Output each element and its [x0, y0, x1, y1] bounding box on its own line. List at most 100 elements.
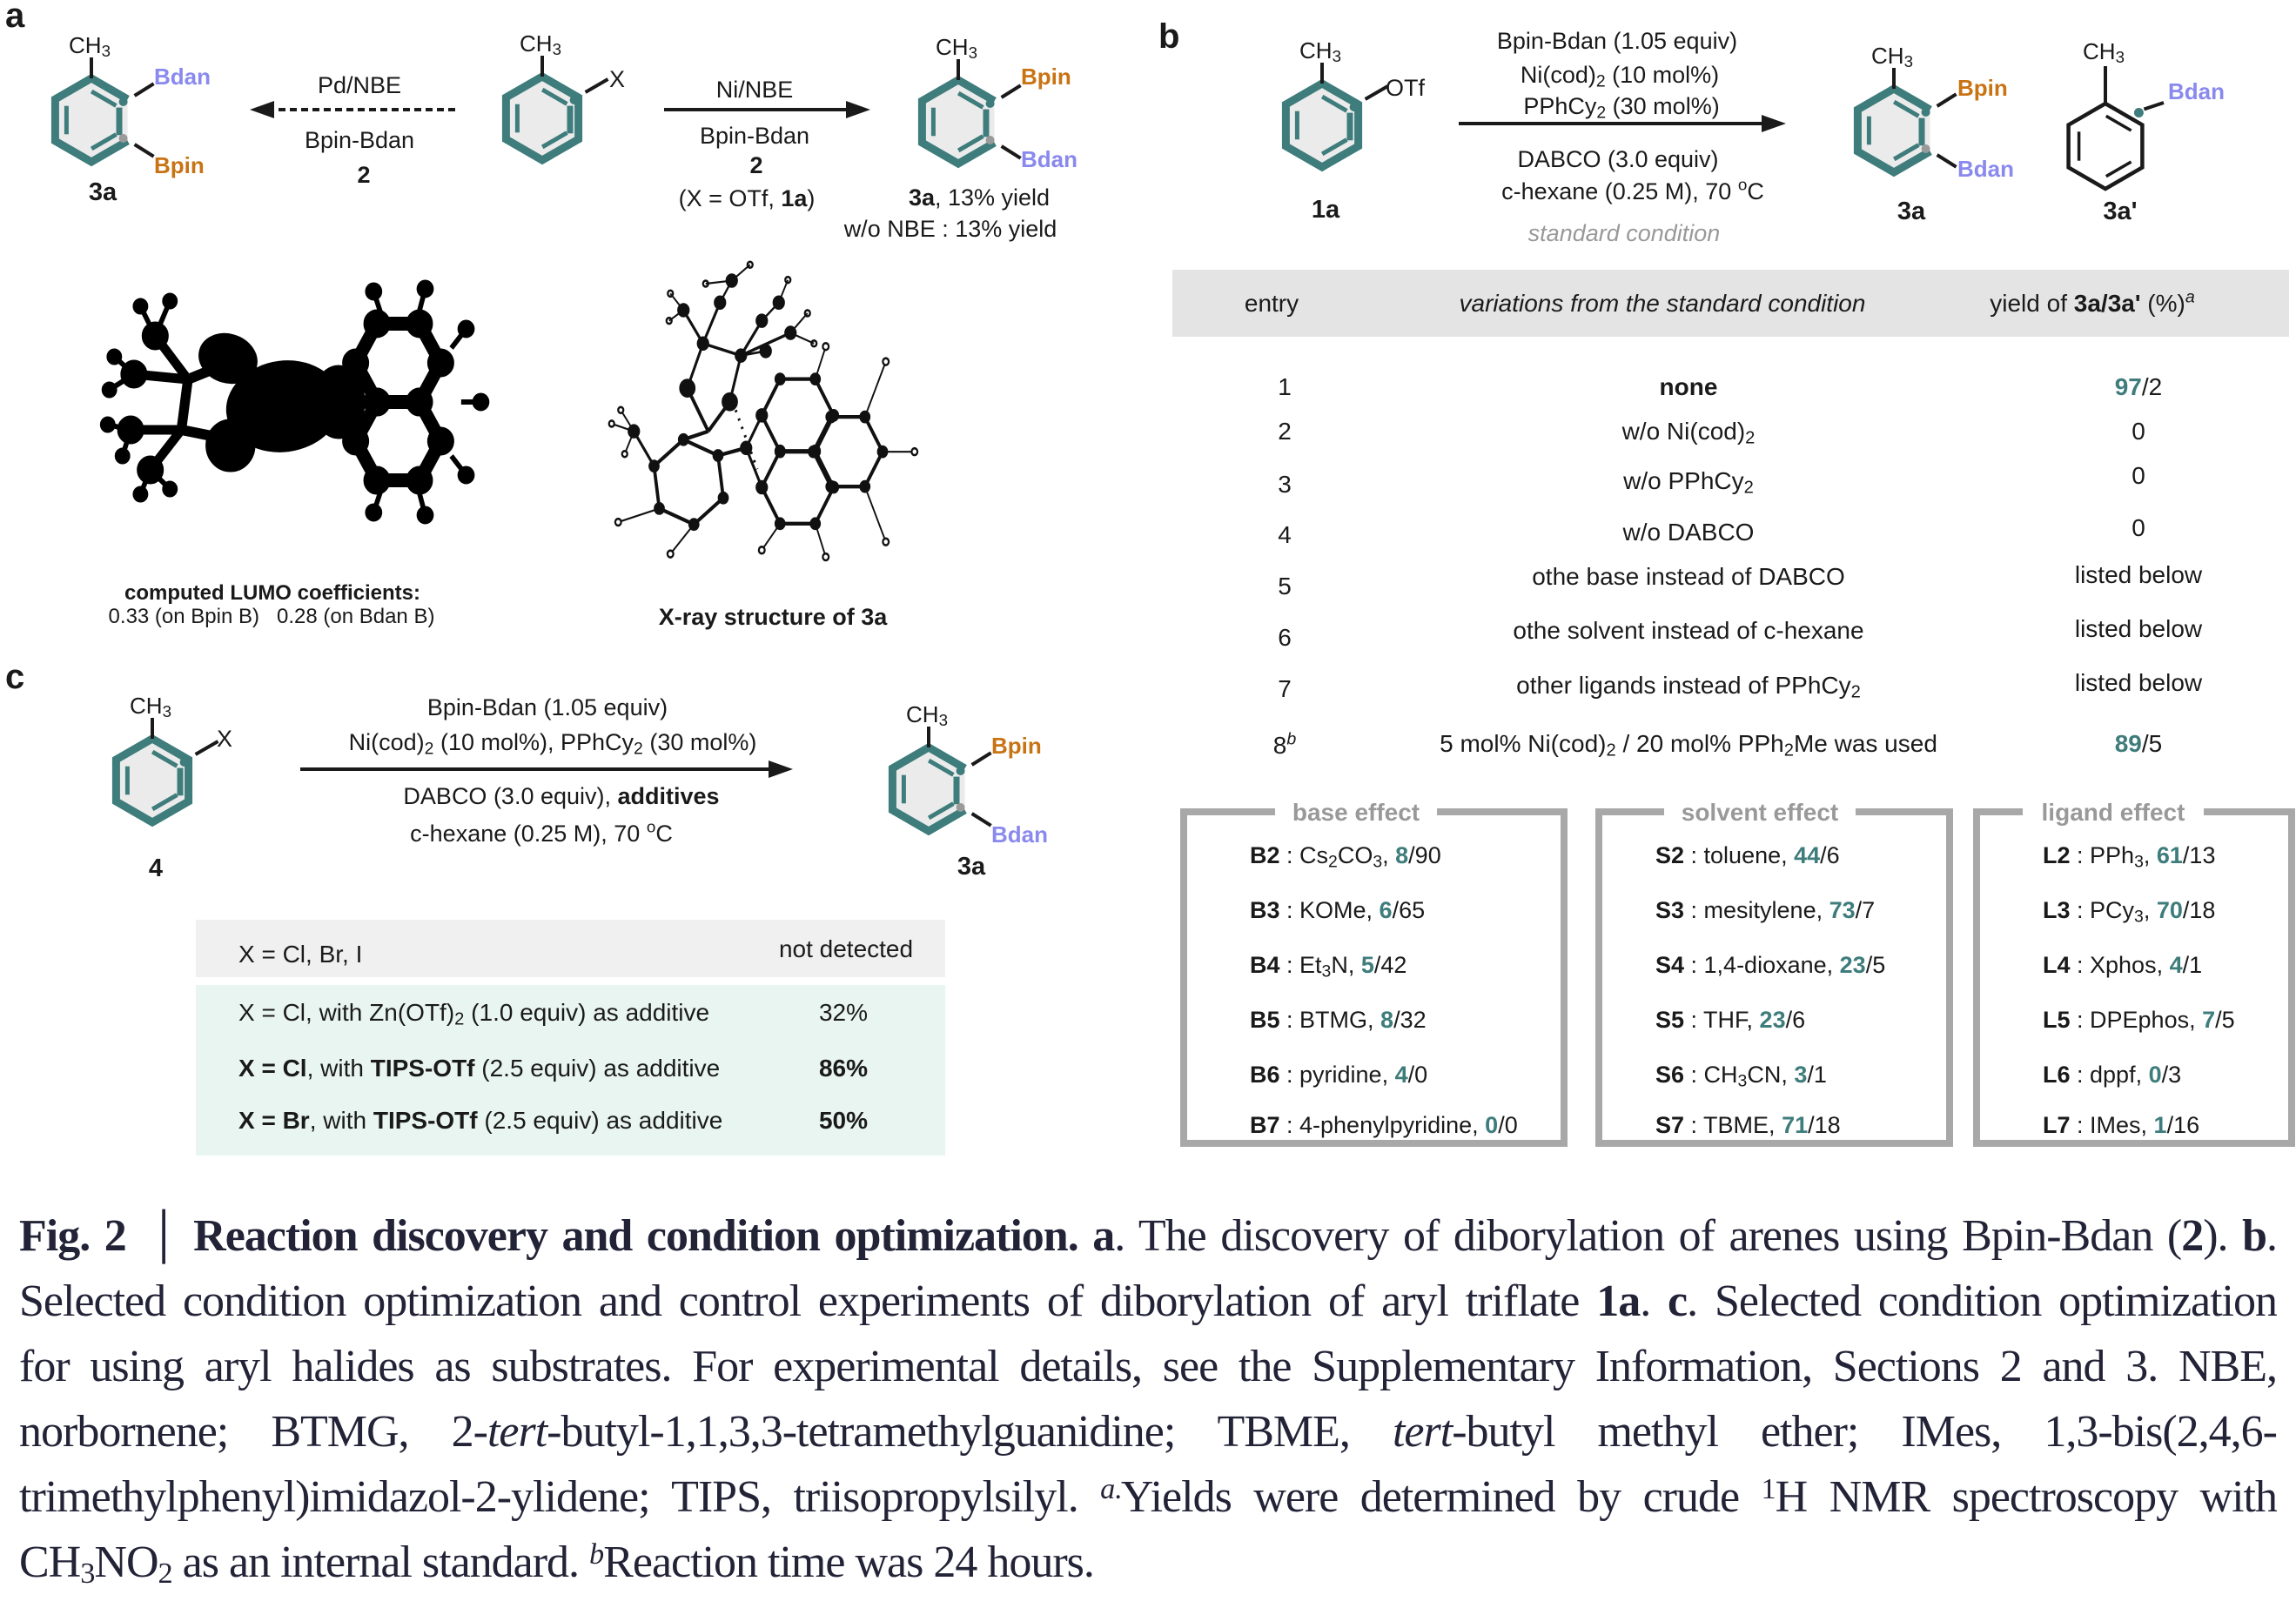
- svg-text:Bpin: Bpin: [1021, 64, 1071, 90]
- svg-text:0: 0: [2132, 418, 2145, 445]
- svg-text:Ni(cod)2 (10 mol%), PPhCy2 (30: Ni(cod)2 (10 mol%), PPhCy2 (30 mol%): [349, 729, 757, 758]
- svg-text:Bpin-Bdan (1.05 equiv): Bpin-Bdan (1.05 equiv): [1497, 28, 1737, 54]
- svg-text:w/o NBE : 13% yield: w/o NBE : 13% yield: [843, 216, 1057, 242]
- svg-text:97/2: 97/2: [2115, 373, 2163, 400]
- svg-text:c: c: [5, 658, 24, 696]
- svg-text:7: 7: [1278, 675, 1292, 702]
- svg-text:5 mol% Ni(cod)2 / 20 mol% PPh2: 5 mol% Ni(cod)2 / 20 mol% PPh2Me was use…: [1440, 730, 1937, 760]
- svg-text:S7 : TBME, 71/18: S7 : TBME, 71/18: [1655, 1112, 1841, 1138]
- svg-text:4: 4: [1278, 521, 1292, 548]
- svg-text:L6 : dppf, 0/3: L6 : dppf, 0/3: [2043, 1062, 2181, 1088]
- svg-text:w/o PPhCy2: w/o PPhCy2: [1622, 467, 1754, 498]
- svg-text:Bpin: Bpin: [991, 733, 1042, 759]
- svg-text:w/o Ni(cod)2: w/o Ni(cod)2: [1621, 418, 1756, 448]
- svg-text:B7 : 4-phenylpyridine, 0/0: B7 : 4-phenylpyridine, 0/0: [1250, 1112, 1518, 1138]
- svg-text:CH3: CH3: [936, 34, 977, 62]
- svg-text:c-hexane (0.25 M), 70 oC: c-hexane (0.25 M), 70 oC: [410, 819, 673, 847]
- svg-text:L7 : IMes, 1/16: L7 : IMes, 1/16: [2043, 1112, 2199, 1138]
- svg-text:CH3: CH3: [69, 32, 111, 60]
- svg-text:listed below: listed below: [2075, 561, 2203, 588]
- svg-text:0: 0: [2132, 462, 2145, 489]
- svg-text:L4 : Xphos, 4/1: L4 : Xphos, 4/1: [2043, 952, 2202, 978]
- svg-text:X = Cl, with TIPS-OTf (2.5 equ: X = Cl, with TIPS-OTf (2.5 equiv) as add…: [238, 1055, 720, 1082]
- svg-text:6: 6: [1278, 624, 1292, 651]
- svg-text:X: X: [609, 66, 625, 92]
- svg-text:3a': 3a': [2103, 198, 2137, 225]
- svg-text:ligand effect: ligand effect: [2042, 799, 2185, 826]
- svg-text:B2 : Cs2CO3, 8/90: B2 : Cs2CO3, 8/90: [1250, 842, 1441, 871]
- svg-text:yield of 3a/3a' (%)a: yield of 3a/3a' (%)a: [1990, 287, 2195, 317]
- svg-text:none: none: [1660, 373, 1718, 400]
- svg-text:Bpin-Bdan (1.05 equiv): Bpin-Bdan (1.05 equiv): [427, 694, 668, 720]
- svg-text:1: 1: [1278, 373, 1292, 400]
- svg-text:b: b: [1158, 17, 1179, 56]
- svg-text:PPhCy2 (30 mol%): PPhCy2 (30 mol%): [1523, 93, 1719, 122]
- svg-text:B6 : pyridine, 4/0: B6 : pyridine, 4/0: [1250, 1062, 1427, 1088]
- svg-text:variations from the standard c: variations from the standard condition: [1460, 290, 1866, 317]
- svg-text:Bpin: Bpin: [154, 152, 205, 178]
- svg-text:c-hexane (0.25 M), 70 oC: c-hexane (0.25 M), 70 oC: [1501, 177, 1764, 204]
- svg-text:0.33 (on Bpin B) 0.28 (on Bd: 0.33 (on Bpin B) 0.28 (on Bdan B): [109, 605, 435, 628]
- svg-text:CH3: CH3: [1871, 43, 1913, 70]
- svg-text:othe base instead of DABCO: othe base instead of DABCO: [1532, 563, 1845, 590]
- svg-text:Bpin: Bpin: [1957, 75, 2008, 101]
- svg-text:3: 3: [1278, 471, 1292, 498]
- svg-text:CH3: CH3: [2083, 38, 2125, 66]
- svg-text:entry: entry: [1245, 290, 1299, 317]
- svg-text:othe solvent instead of c-hexa: othe solvent instead of c-hexane: [1513, 617, 1863, 644]
- svg-text:CH3: CH3: [130, 693, 171, 720]
- svg-text:CH3: CH3: [906, 701, 948, 729]
- svg-text:w/o DABCO: w/o DABCO: [1622, 519, 1755, 546]
- svg-text:S2 : toluene, 44/6: S2 : toluene, 44/6: [1655, 842, 1840, 868]
- svg-text:B4 : Et3N, 5/42: B4 : Et3N, 5/42: [1250, 952, 1406, 981]
- svg-text:a: a: [5, 0, 25, 35]
- svg-text:X-ray structure of 3a: X-ray structure of 3a: [659, 604, 889, 630]
- svg-text:0: 0: [2132, 514, 2145, 541]
- svg-text:X = Cl, Br, I: X = Cl, Br, I: [238, 941, 362, 968]
- svg-text:S6 : CH3CN, 3/1: S6 : CH3CN, 3/1: [1655, 1062, 1827, 1090]
- svg-text:standard condition: standard condition: [1528, 220, 1721, 246]
- svg-text:3a: 3a: [957, 853, 986, 881]
- svg-text:X: X: [217, 726, 232, 752]
- svg-text:Pd/NBE: Pd/NBE: [318, 72, 401, 98]
- svg-text:2: 2: [749, 152, 762, 178]
- svg-text:L3 : PCy3, 70/18: L3 : PCy3, 70/18: [2043, 897, 2215, 926]
- svg-text:86%: 86%: [819, 1055, 868, 1082]
- svg-text:1a: 1a: [1312, 196, 1340, 224]
- svg-text:89/5: 89/5: [2115, 730, 2163, 757]
- svg-text:3a: 3a: [89, 178, 117, 206]
- svg-text:DABCO (3.0 equiv), additives: DABCO (3.0 equiv), additives: [403, 783, 719, 809]
- svg-text:Bpin-Bdan: Bpin-Bdan: [305, 127, 414, 153]
- svg-text:CH3: CH3: [1299, 37, 1341, 65]
- svg-text:Bpin-Bdan: Bpin-Bdan: [700, 123, 809, 149]
- svg-text:CH3: CH3: [520, 30, 561, 58]
- svg-text:L2 : PPh3, 61/13: L2 : PPh3, 61/13: [2043, 842, 2215, 871]
- svg-text:L5 : DPEphos, 7/5: L5 : DPEphos, 7/5: [2043, 1007, 2235, 1033]
- svg-text:X = Br, with TIPS-OTf (2.5 equ: X = Br, with TIPS-OTf (2.5 equiv) as add…: [238, 1107, 722, 1134]
- svg-text:32%: 32%: [819, 999, 868, 1026]
- svg-text:5: 5: [1278, 573, 1292, 600]
- svg-text:(X = OTf, 1a): (X = OTf, 1a): [679, 185, 816, 211]
- svg-text:3a, 13% yield: 3a, 13% yield: [909, 184, 1050, 211]
- svg-text:3a: 3a: [1897, 198, 1926, 225]
- svg-text:B5 : BTMG, 8/32: B5 : BTMG, 8/32: [1250, 1007, 1427, 1033]
- svg-text:listed below: listed below: [2075, 615, 2203, 642]
- svg-text:2: 2: [1278, 418, 1292, 445]
- svg-text:X = Cl, with Zn(OTf)2 (1.0 equ: X = Cl, with Zn(OTf)2 (1.0 equiv) as add…: [238, 999, 709, 1029]
- svg-text:8b: 8b: [1273, 729, 1297, 759]
- svg-text:Bdan: Bdan: [991, 821, 1048, 848]
- svg-text:solvent effect: solvent effect: [1682, 799, 1839, 826]
- svg-text:Bdan: Bdan: [1957, 156, 2014, 182]
- svg-text:50%: 50%: [819, 1107, 868, 1134]
- svg-text:2: 2: [357, 162, 370, 188]
- svg-text:4: 4: [149, 854, 163, 882]
- svg-text:Bdan: Bdan: [154, 64, 211, 90]
- svg-text:not detected: not detected: [779, 935, 913, 962]
- svg-text:Ni(cod)2 (10 mol%): Ni(cod)2 (10 mol%): [1521, 62, 1719, 90]
- svg-text:S4 : 1,4-dioxane, 23/5: S4 : 1,4-dioxane, 23/5: [1655, 952, 1885, 978]
- svg-text:S3 : mesitylene, 73/7: S3 : mesitylene, 73/7: [1655, 897, 1875, 923]
- svg-text:OTf: OTf: [1386, 75, 1425, 101]
- svg-text:S5 : THF, 23/6: S5 : THF, 23/6: [1655, 1007, 1805, 1033]
- svg-text:B3 : KOMe, 6/65: B3 : KOMe, 6/65: [1250, 897, 1425, 923]
- svg-text:DABCO (3.0 equiv): DABCO (3.0 equiv): [1517, 146, 1718, 172]
